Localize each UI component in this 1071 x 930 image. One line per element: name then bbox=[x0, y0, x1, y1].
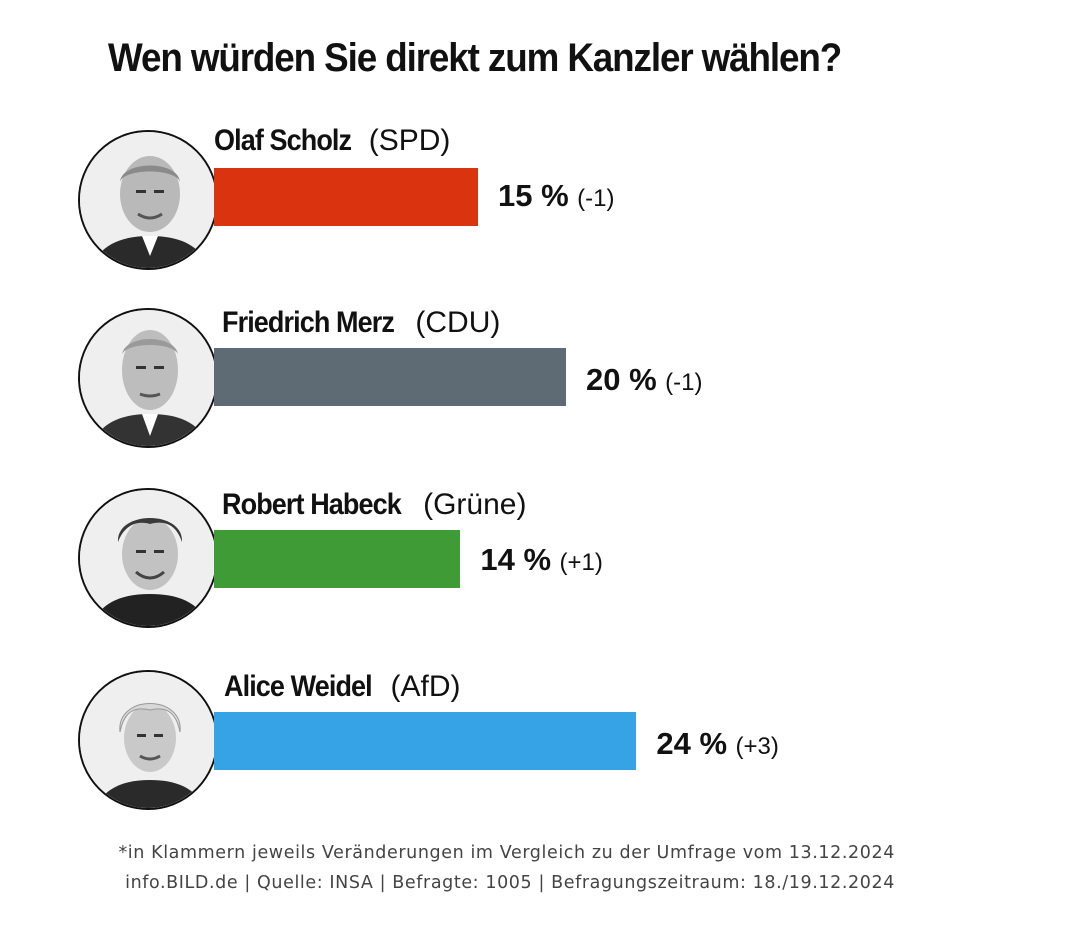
party-label: (SPD) bbox=[368, 124, 451, 157]
percent-value: 20 % bbox=[586, 362, 657, 397]
candidate-row: Friedrich Merz (CDU) 20 % (-1) bbox=[0, 300, 1071, 460]
value-label: 15 % (-1) bbox=[498, 178, 614, 214]
change-value: (-1) bbox=[577, 185, 615, 212]
portrait-photo-robert-habeck bbox=[78, 488, 218, 628]
bar-olaf-scholz bbox=[214, 168, 478, 226]
portrait-photo-olaf-scholz bbox=[78, 130, 218, 270]
candidate-name: Alice Weidel bbox=[224, 670, 373, 703]
percent-value: 14 % bbox=[480, 542, 552, 577]
party-label: (CDU) bbox=[415, 306, 501, 339]
bar-alice-weidel bbox=[214, 712, 637, 770]
candidate-name-label: Friedrich Merz (CDU) bbox=[222, 306, 500, 340]
change-value: (-1) bbox=[665, 369, 703, 396]
candidate-name-label: Alice Weidel (AfD) bbox=[224, 670, 461, 704]
bar-robert-habeck bbox=[214, 530, 461, 588]
percent-value: 24 % bbox=[656, 726, 728, 761]
bar-friedrich-merz bbox=[214, 348, 566, 406]
value-label: 14 % (+1) bbox=[480, 542, 602, 578]
candidate-name-label: Olaf Scholz (SPD) bbox=[214, 124, 450, 158]
chart-title: Wen würden Sie direkt zum Kanzler wählen… bbox=[108, 36, 842, 80]
change-value: (+3) bbox=[735, 733, 779, 760]
candidate-row: Robert Habeck (Grüne) 14 % (+1) bbox=[0, 482, 1071, 642]
candidate-name: Olaf Scholz bbox=[214, 124, 352, 157]
value-label: 20 % (-1) bbox=[586, 362, 702, 398]
footnote: *in Klammern jeweils Veränderungen im Ve… bbox=[118, 843, 895, 863]
candidate-name: Robert Habeck bbox=[222, 488, 402, 521]
change-value: (+1) bbox=[559, 549, 603, 576]
portrait-photo-friedrich-merz bbox=[78, 308, 218, 448]
value-label: 24 % (+3) bbox=[656, 726, 778, 762]
candidate-name-label: Robert Habeck (Grüne) bbox=[222, 488, 526, 522]
party-label: (Grüne) bbox=[423, 488, 527, 521]
party-label: (AfD) bbox=[390, 670, 461, 703]
portrait-photo-alice-weidel bbox=[78, 670, 218, 810]
source-line: info.BILD.de | Quelle: INSA | Befragte: … bbox=[125, 873, 895, 893]
candidate-row: Olaf Scholz (SPD) 15 % (-1) bbox=[0, 120, 1071, 280]
percent-value: 15 % bbox=[498, 178, 569, 213]
candidate-row: Alice Weidel (AfD) 24 % (+3) bbox=[0, 664, 1071, 824]
candidate-name: Friedrich Merz bbox=[222, 306, 395, 339]
